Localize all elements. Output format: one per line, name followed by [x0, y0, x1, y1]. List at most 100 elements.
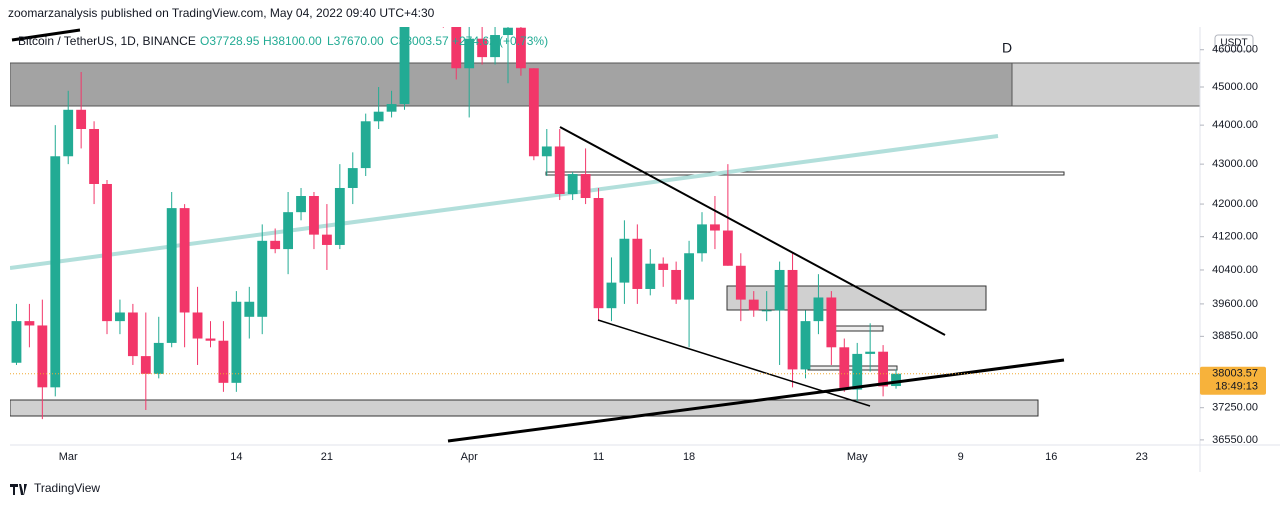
candle-body [580, 174, 591, 199]
y-tick-label: 38850.00 [1212, 330, 1258, 342]
x-tick-label: 9 [958, 451, 964, 463]
candle-body [438, 0, 448, 11]
y-tick-label: 37250.00 [1212, 402, 1258, 414]
candle-body [852, 353, 863, 390]
candle-body [697, 224, 707, 254]
candle-body [50, 156, 61, 388]
candle-body [839, 347, 850, 390]
candle-body [490, 35, 500, 58]
candle-body [386, 104, 397, 112]
trend-line [10, 134, 999, 270]
zone [10, 399, 1039, 417]
y-tick-label: 36550.00 [1212, 434, 1258, 446]
trend-line [559, 126, 946, 336]
candle-body [321, 234, 332, 245]
candle-body [774, 269, 785, 311]
candle-body [593, 198, 604, 309]
y-tick-label: 42000.00 [1212, 198, 1258, 210]
y-tick-label: 45000.00 [1212, 81, 1258, 93]
candle-body [826, 297, 837, 348]
x-tick-label: Apr [461, 451, 478, 463]
candle-body [257, 240, 268, 317]
last-price-tag [1200, 366, 1266, 395]
candle-body [153, 342, 164, 374]
published-note: zoomarzanalysis published on TradingView… [8, 6, 435, 20]
interval-marker: D [1002, 40, 1012, 56]
candle-body [748, 299, 759, 311]
x-tick-label: 18 [683, 451, 695, 463]
candle-body [166, 208, 177, 343]
y-tick-label: 39600.00 [1212, 298, 1258, 310]
last-price-label: 38003.57 [1212, 368, 1258, 380]
y-tick-label: 41200.00 [1212, 231, 1258, 243]
candle-body [115, 312, 125, 322]
ohlc-value: H38100.00 [263, 34, 322, 48]
logo [10, 484, 27, 495]
candle-body [658, 263, 669, 270]
x-tick-label: 11 [593, 451, 604, 463]
zone [834, 325, 884, 332]
candle-body [127, 312, 138, 357]
candle-body [567, 174, 578, 194]
candle-body [722, 230, 733, 266]
y-tick-label: 46000.00 [1212, 44, 1258, 56]
candle-body [813, 297, 824, 322]
candle-body [554, 146, 565, 194]
candle-body [878, 351, 889, 387]
x-tick-label: 21 [321, 451, 333, 463]
brand: TradingView [34, 481, 100, 495]
candle-body [347, 168, 358, 188]
candle-body [205, 338, 216, 341]
candle-body [140, 356, 151, 374]
candle-body [684, 253, 694, 300]
candle-body [11, 321, 22, 363]
candle-body [787, 269, 798, 370]
candle-body [710, 224, 720, 231]
candle-body [800, 321, 811, 370]
symbol: Bitcoin / TetherUS, 1D, BINANCE [18, 34, 196, 48]
x-tick-label: May [847, 451, 868, 463]
candle-body [528, 68, 539, 157]
candle-body [37, 325, 48, 388]
ohlc-value: C38003.57 [390, 34, 449, 48]
countdown: 18:49:13 [1215, 381, 1258, 393]
candle-body [761, 310, 772, 312]
candles [11, 0, 901, 420]
x-tick-label: Mar [59, 451, 78, 463]
candle-body [63, 109, 74, 157]
candle-body [244, 301, 255, 317]
candle-body [477, 38, 488, 58]
candle-body [541, 146, 552, 157]
candle-body [619, 238, 630, 283]
currency-box[interactable] [1214, 34, 1254, 52]
candle-body [451, 27, 462, 69]
zone [10, 62, 1013, 107]
candle-body [865, 351, 876, 354]
candle-body [645, 263, 656, 289]
candle-body [296, 196, 306, 213]
candle-body [334, 187, 345, 245]
candle-body [399, 27, 410, 105]
candle-body [360, 121, 371, 169]
y-tick-label: 44000.00 [1212, 119, 1258, 131]
y-tick-label: 40400.00 [1212, 264, 1258, 276]
change: +274.62 (+0.73%) [452, 34, 548, 48]
ohlc-value: O37728.95 [200, 34, 260, 48]
candle-body [891, 373, 901, 387]
candle-body [24, 321, 35, 326]
candle-body [632, 238, 643, 289]
candle-body [218, 340, 229, 383]
candle-body [516, 27, 526, 69]
candle-body [309, 196, 319, 235]
currency[interactable]: USDT [1220, 38, 1247, 49]
x-tick-label: 14 [230, 451, 242, 463]
candle-body [231, 301, 242, 383]
candle-body [179, 208, 190, 313]
candle-body [373, 111, 384, 122]
candle-body [76, 109, 87, 129]
zone [726, 285, 987, 311]
x-tick-label: 16 [1045, 451, 1057, 463]
candle-body [192, 312, 203, 339]
candle-body [671, 269, 682, 300]
